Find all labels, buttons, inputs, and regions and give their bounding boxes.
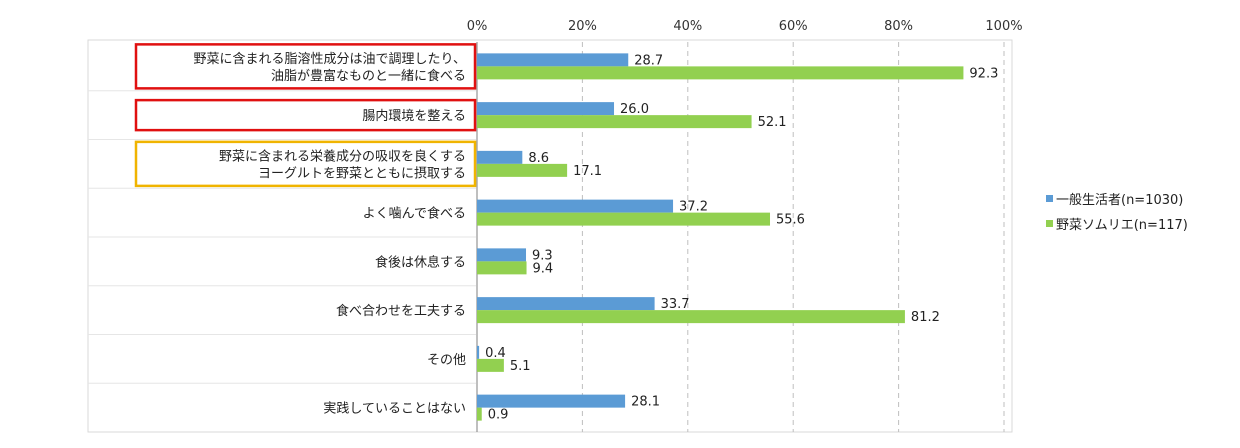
bar xyxy=(477,66,964,80)
data-label: 5.1 xyxy=(510,359,531,374)
legend-marker xyxy=(1046,195,1053,202)
data-label: 55.6 xyxy=(776,213,805,228)
data-label: 81.2 xyxy=(911,310,940,325)
legend-label: 一般生活者(n=1030) xyxy=(1056,192,1183,208)
data-label: 17.1 xyxy=(573,164,602,179)
bar xyxy=(477,102,615,116)
bar xyxy=(477,150,523,164)
category-label: 腸内環境を整える xyxy=(362,108,466,124)
bar xyxy=(477,115,752,129)
bar xyxy=(477,394,626,408)
data-label: 33.7 xyxy=(661,297,690,312)
plot-area-frame xyxy=(87,39,1013,433)
bar xyxy=(477,345,480,359)
data-label: 52.1 xyxy=(758,115,787,130)
data-label: 28.1 xyxy=(631,395,660,410)
category-label: その他 xyxy=(427,353,466,368)
data-label: 26.0 xyxy=(620,102,649,117)
data-label: 0.4 xyxy=(485,346,506,361)
bar xyxy=(477,358,504,372)
legend-label: 野菜ソムリエ(n=117) xyxy=(1056,218,1188,233)
legend-marker xyxy=(1046,220,1053,227)
category-label: 食べ合わせを工夫する xyxy=(336,303,466,319)
bar xyxy=(477,163,568,177)
bar xyxy=(477,199,674,213)
x-tick-label: 100% xyxy=(985,19,1022,34)
bar xyxy=(477,212,771,226)
bar xyxy=(477,407,482,421)
highlight-box xyxy=(134,98,477,132)
data-label: 8.6 xyxy=(528,151,549,166)
highlight-box xyxy=(134,140,477,188)
data-label: 9.4 xyxy=(533,261,554,276)
bar xyxy=(477,310,905,324)
x-tick-label: 20% xyxy=(568,19,597,34)
category-label: 野菜に含まれる脂溶性成分は油で調理したり、 xyxy=(194,51,466,67)
category-label: 油脂が豊富なものと一緒に食べる xyxy=(271,68,466,84)
x-tick-label: 80% xyxy=(884,19,913,34)
x-tick-label: 60% xyxy=(779,19,808,34)
bar xyxy=(477,53,629,67)
data-label: 0.9 xyxy=(488,408,509,423)
x-tick-label: 0% xyxy=(467,19,488,34)
category-label: よく噛んで食べる xyxy=(363,206,466,222)
category-label: 実践していることはない xyxy=(323,401,466,417)
category-label: 食後は休息する xyxy=(375,254,466,270)
data-label: 37.2 xyxy=(679,200,708,215)
bar xyxy=(477,297,655,311)
highlight-box xyxy=(134,43,477,90)
bar xyxy=(477,248,527,262)
bar xyxy=(477,261,527,275)
x-tick-label: 40% xyxy=(673,19,702,34)
category-label: ヨーグルトを野菜とともに摂取する xyxy=(258,165,466,181)
data-label: 9.3 xyxy=(532,248,553,263)
data-label: 92.3 xyxy=(969,66,998,81)
data-label: 28.7 xyxy=(634,53,663,68)
category-label: 野菜に含まれる栄養成分の吸収を良くする xyxy=(219,148,466,164)
